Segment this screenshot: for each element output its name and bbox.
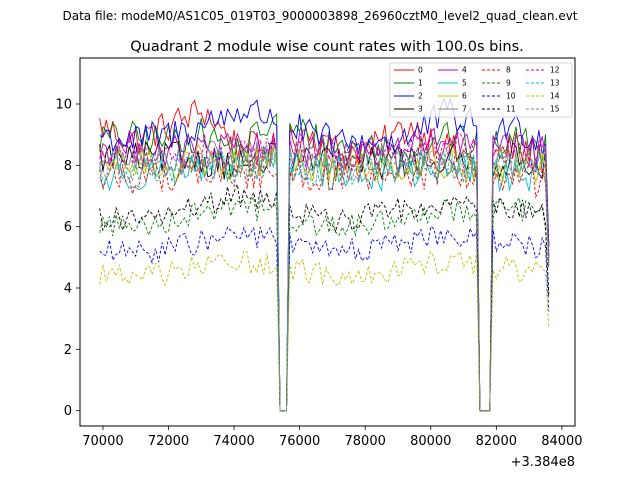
series-line-6 [99, 142, 550, 412]
chart-title: Quadrant 2 module wise count rates with … [130, 39, 524, 55]
legend-label-15: 15 [550, 105, 560, 114]
legend-label-6: 6 [462, 92, 467, 101]
x-tick-label: 72000 [148, 434, 189, 449]
legend-label-0: 0 [418, 66, 423, 75]
x-tick-label: 74000 [213, 434, 254, 449]
legend-label-9: 9 [506, 79, 511, 88]
series-line-1 [99, 112, 550, 412]
y-tick-label: 6 [64, 220, 72, 235]
legend-frame [389, 62, 573, 118]
legend-label-10: 10 [506, 92, 516, 101]
series-line-14 [99, 250, 550, 412]
series-line-5 [99, 145, 550, 412]
y-tick-label: 8 [64, 159, 72, 174]
y-tick-label: 0 [64, 404, 72, 419]
series-line-2 [99, 97, 550, 412]
series-line-11 [99, 182, 550, 412]
legend-label-13: 13 [550, 79, 560, 88]
legend-label-1: 1 [418, 79, 423, 88]
plot-frame [79, 57, 576, 427]
x-offset-label: +3.384e8 [511, 455, 575, 470]
chart-supertitle: Data file: modeM0/AS1C05_019T03_90000038… [62, 9, 577, 23]
legend-label-4: 4 [462, 66, 467, 75]
legend-label-12: 12 [550, 66, 560, 75]
legend-label-5: 5 [462, 79, 467, 88]
y-tick-label: 4 [64, 282, 72, 297]
x-tick-label: 84000 [541, 434, 582, 449]
series-line-4 [99, 127, 550, 412]
series-line-13 [99, 149, 550, 412]
series-line-8 [99, 156, 550, 412]
series-layer [99, 97, 550, 412]
legend-label-14: 14 [550, 92, 560, 101]
x-tick-label: 78000 [345, 434, 386, 449]
legend-label-2: 2 [418, 92, 423, 101]
y-tick-label: 2 [64, 343, 72, 358]
legend-label-3: 3 [418, 105, 423, 114]
y-tick-label: 10 [55, 98, 72, 113]
x-tick-label: 82000 [476, 434, 517, 449]
x-tick-label: 76000 [279, 434, 320, 449]
x-axis: 70000 72000 74000 76000 78000 80000 82000 84000 [82, 426, 583, 449]
legend-label-7: 7 [462, 105, 467, 114]
x-tick-label: 70000 [82, 434, 123, 449]
series-line-15 [99, 144, 550, 412]
series-line-12 [99, 132, 550, 412]
series-line-10 [99, 225, 550, 412]
series-line-9 [99, 195, 550, 412]
legend-label-8: 8 [506, 66, 511, 75]
y-axis: 0 2 4 6 8 10 [55, 98, 80, 419]
legend-label-11: 11 [506, 105, 516, 114]
x-tick-label: 80000 [410, 434, 451, 449]
